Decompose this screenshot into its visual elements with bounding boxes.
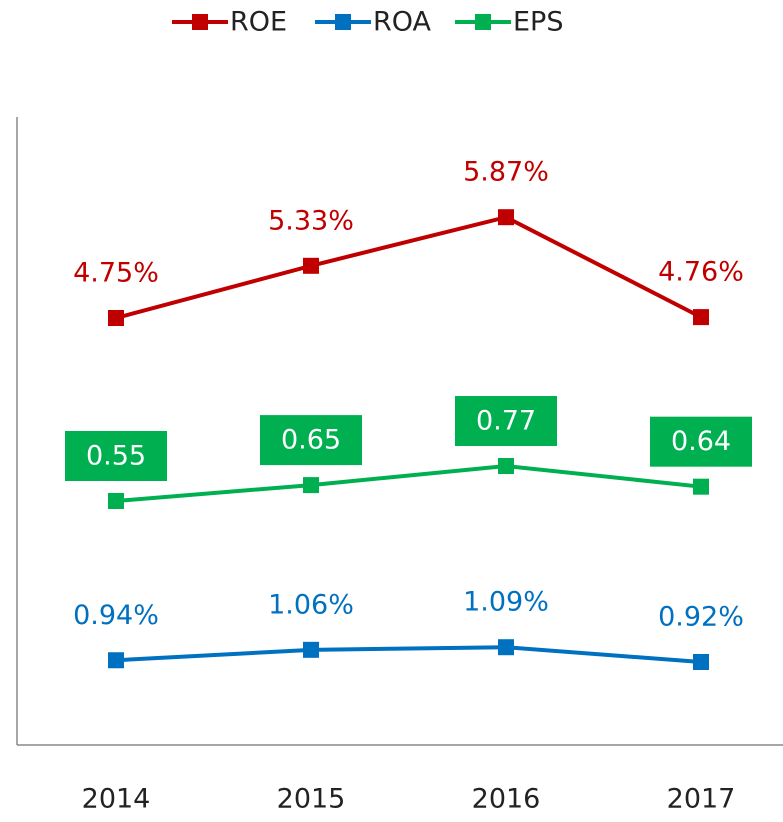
series-line <box>115 645 702 664</box>
point-marker <box>498 209 514 226</box>
legend-marker <box>335 14 351 30</box>
x-tick-label: 2014 <box>82 784 151 815</box>
data-label-box <box>455 396 557 447</box>
series-line <box>115 215 702 320</box>
data-label: 5.33% <box>268 205 354 236</box>
data-label: 0.55 <box>86 441 146 472</box>
point-marker <box>108 493 124 509</box>
data-label: 4.75% <box>73 258 159 289</box>
data-label: 0.94% <box>73 600 159 631</box>
data-label: 1.06% <box>268 589 354 620</box>
legend-marker <box>192 14 208 30</box>
point-marker <box>303 257 319 274</box>
data-label: 0.65 <box>281 425 341 456</box>
point-marker <box>303 641 319 658</box>
x-tick-label: 2015 <box>277 784 346 815</box>
data-label: 1.09% <box>463 587 549 618</box>
legend-label: EPS <box>513 7 563 38</box>
data-label-box <box>650 416 752 467</box>
point-marker <box>498 458 514 475</box>
x-tick-label: 2016 <box>472 784 541 815</box>
data-label-box <box>65 431 167 481</box>
x-tick-label: 2017 <box>667 784 736 815</box>
data-label: 0.64 <box>671 426 731 457</box>
data-label: 0.77 <box>476 406 536 437</box>
series-line <box>115 464 702 503</box>
point-marker <box>693 309 709 326</box>
point-marker <box>498 639 514 656</box>
data-label: 4.76% <box>658 257 744 288</box>
point-marker <box>108 652 124 669</box>
data-label-box <box>260 415 362 466</box>
point-marker <box>693 654 709 670</box>
point-marker <box>108 310 124 326</box>
data-label: 0.92% <box>658 602 744 633</box>
legend-label: ROA <box>373 7 432 38</box>
point-marker <box>303 477 319 494</box>
point-marker <box>693 478 709 495</box>
data-label: 5.87% <box>463 157 549 188</box>
legend-marker <box>475 14 491 30</box>
legend-label: ROE <box>230 7 287 38</box>
